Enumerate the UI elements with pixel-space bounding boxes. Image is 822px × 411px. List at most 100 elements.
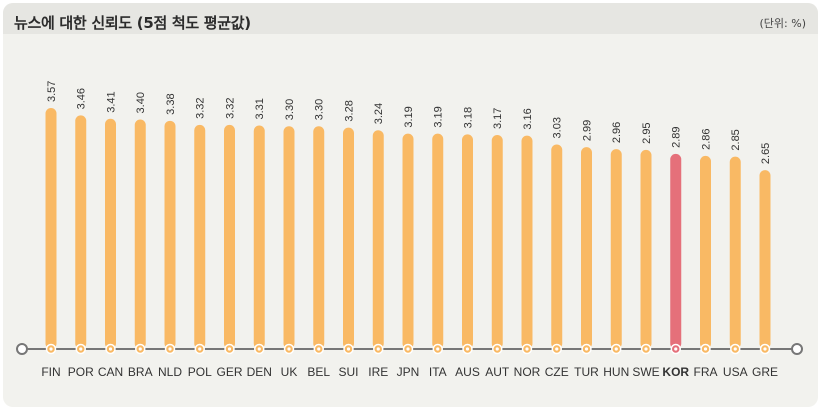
value-label-fin: 3.57 — [46, 81, 58, 102]
bar-aus — [462, 134, 473, 349]
category-label-ire: IRE — [368, 365, 388, 379]
category-label-uk: UK — [281, 365, 298, 379]
bar-base-dot-center — [465, 347, 470, 351]
bar-base-dot-center — [108, 347, 113, 351]
bar-bra — [134, 119, 146, 349]
value-label-aus: 3.18 — [463, 107, 475, 128]
bar-usa — [729, 156, 741, 349]
bar-swe — [640, 149, 652, 349]
value-label-nor: 3.16 — [522, 108, 534, 129]
bar-base-dot-center — [555, 347, 559, 351]
axis-end-cap — [791, 343, 803, 355]
value-label-usa: 2.85 — [730, 129, 742, 150]
bar-base-dot-center — [317, 347, 321, 351]
category-label-ita: ITA — [429, 365, 447, 379]
bar-base-dot-center — [674, 347, 678, 351]
bar-pol — [194, 124, 206, 350]
bar-base-dot-center — [584, 347, 589, 351]
bar-base-dot-center — [376, 347, 380, 351]
bar-base-dot-center — [79, 347, 83, 351]
bar-base-dot-center — [644, 347, 648, 351]
value-label-ita: 3.19 — [433, 106, 445, 127]
value-label-sui: 3.28 — [344, 100, 356, 121]
value-label-den: 3.31 — [254, 98, 266, 119]
category-label-nor: NOR — [514, 365, 541, 379]
bar-cze — [551, 144, 563, 349]
bar-den — [253, 125, 265, 349]
category-label-cze: CZE — [545, 365, 569, 379]
value-label-kor: 2.89 — [671, 126, 683, 147]
value-label-tur: 2.99 — [582, 120, 594, 141]
bar-nor — [521, 135, 533, 349]
bar-por — [75, 115, 87, 349]
value-label-ire: 3.24 — [373, 103, 385, 124]
unit-label: (단위: %) — [759, 17, 806, 30]
value-label-can: 3.41 — [106, 91, 118, 112]
category-label-fra: FRA — [694, 365, 718, 379]
bar-aut — [491, 135, 503, 349]
category-label-por: POR — [68, 365, 94, 379]
bar-ger — [224, 124, 235, 350]
category-label-sui: SUI — [338, 365, 358, 379]
bar-fra — [700, 155, 711, 349]
bar-base-dot-center — [346, 347, 351, 351]
bar-base-dot-center — [614, 347, 618, 351]
category-label-bra: BRA — [128, 365, 153, 379]
category-label-kor: KOR — [662, 365, 689, 379]
bar-ire — [372, 130, 384, 349]
axis-start-cap — [16, 343, 28, 355]
value-label-nld: 3.38 — [165, 93, 177, 114]
category-label-ger: GER — [216, 365, 242, 379]
value-label-cze: 3.03 — [552, 117, 564, 138]
bar-gre — [759, 170, 771, 349]
category-label-den: DEN — [247, 365, 272, 379]
chart-title: 뉴스에 대한 신뢰도 (5점 척도 평균값) — [14, 14, 251, 32]
category-label-can: CAN — [98, 365, 123, 379]
category-label-pol: POL — [188, 365, 212, 379]
category-label-gre: GRE — [752, 365, 778, 379]
category-label-tur: TUR — [574, 365, 599, 379]
bar-can — [105, 118, 116, 349]
bar-base-dot-center — [138, 347, 142, 351]
bar-base-dot-center — [287, 347, 291, 351]
value-label-gre: 2.65 — [760, 143, 772, 164]
bar-base-dot-center — [227, 347, 232, 351]
value-label-fra: 2.86 — [701, 129, 713, 150]
category-label-hun: HUN — [603, 365, 629, 379]
bar-hun — [610, 149, 622, 349]
category-label-aus: AUS — [455, 365, 480, 379]
value-label-bra: 3.40 — [135, 92, 147, 113]
category-label-aut: AUT — [485, 365, 510, 379]
bar-base-dot-center — [49, 347, 53, 351]
bar-base-dot-center — [525, 347, 529, 351]
bar-base-dot-center — [436, 347, 440, 351]
value-label-por: 3.46 — [76, 88, 88, 109]
bar-base-dot-center — [763, 347, 767, 351]
bar-base-dot-center — [733, 347, 737, 351]
value-label-jpn: 3.19 — [403, 106, 415, 127]
category-label-nld: NLD — [158, 365, 182, 379]
bar-base-dot-center — [257, 347, 261, 351]
bar-sui — [343, 127, 354, 350]
value-label-ger: 3.32 — [225, 97, 237, 118]
value-label-pol: 3.32 — [195, 97, 207, 118]
bar-fin — [45, 108, 57, 349]
category-label-swe: SWE — [632, 365, 659, 379]
bar-bel — [313, 126, 325, 349]
bar-base-dot-center — [198, 347, 202, 351]
bar-base-dot-center — [703, 347, 708, 351]
bar-base-dot-center — [406, 347, 410, 351]
bar-base-dot-center — [495, 347, 499, 351]
bar-jpn — [402, 133, 414, 349]
value-label-aut: 3.17 — [492, 108, 504, 129]
bar-uk — [283, 126, 295, 349]
chart-header: 뉴스에 대한 신뢰도 (5점 척도 평균값) (단위: %) — [3, 3, 818, 34]
category-label-fin: FIN — [41, 365, 60, 379]
category-label-usa: USA — [723, 365, 748, 379]
category-label-bel: BEL — [307, 365, 330, 379]
bar-nld — [164, 120, 176, 350]
bar-base-dot-center — [168, 347, 172, 351]
category-label-jpn: JPN — [397, 365, 420, 379]
value-label-uk: 3.30 — [284, 99, 296, 120]
